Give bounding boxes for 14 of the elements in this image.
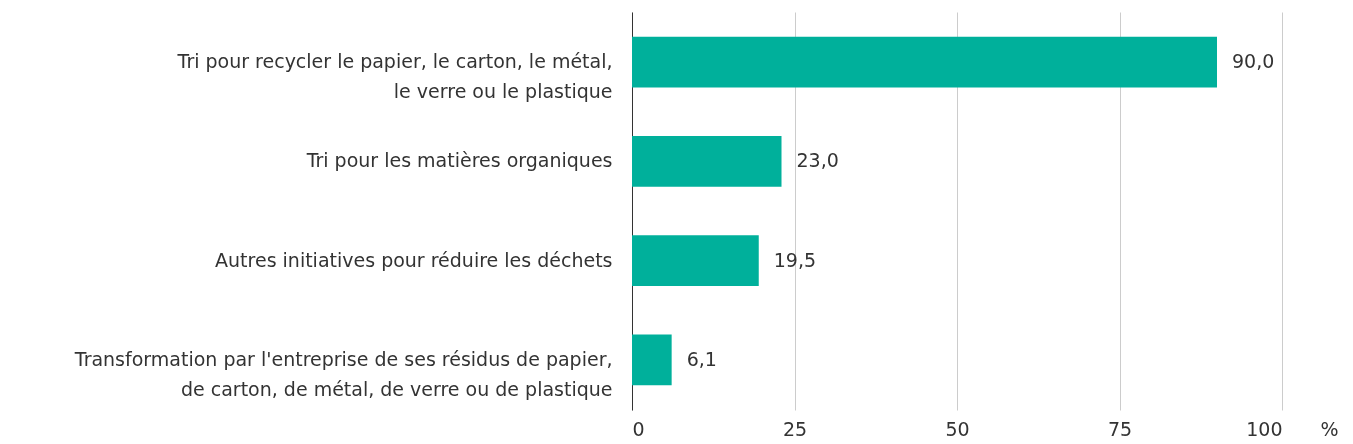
y-tick-label: Autres initiatives pour réduire les déchets — [215, 248, 613, 271]
x-tick-label: 50 — [945, 417, 970, 440]
data-label: 6,1 — [686, 347, 717, 370]
data-label: 90,0 — [1232, 50, 1275, 73]
x-tick-label: 0 — [632, 417, 645, 440]
data-label: 19,5 — [773, 248, 817, 271]
x-tick-label: 100 — [1246, 417, 1283, 440]
x-axis-title: % — [1320, 417, 1339, 440]
y-tick-label: Transformation par l'entreprise de ses résidus de papier, de carton, de métal, de verre ou de plastique — [73, 347, 613, 400]
y-tick-label: Tri pour les matières organiques — [305, 149, 613, 172]
x-tick-label: 75 — [1107, 417, 1133, 440]
y-tick-label: Tri pour recycler le papier, le carton, le métal, le verre ou le plastique — [176, 50, 613, 103]
data-label: 23,0 — [796, 149, 839, 172]
x-tick-label: 25 — [782, 417, 808, 440]
